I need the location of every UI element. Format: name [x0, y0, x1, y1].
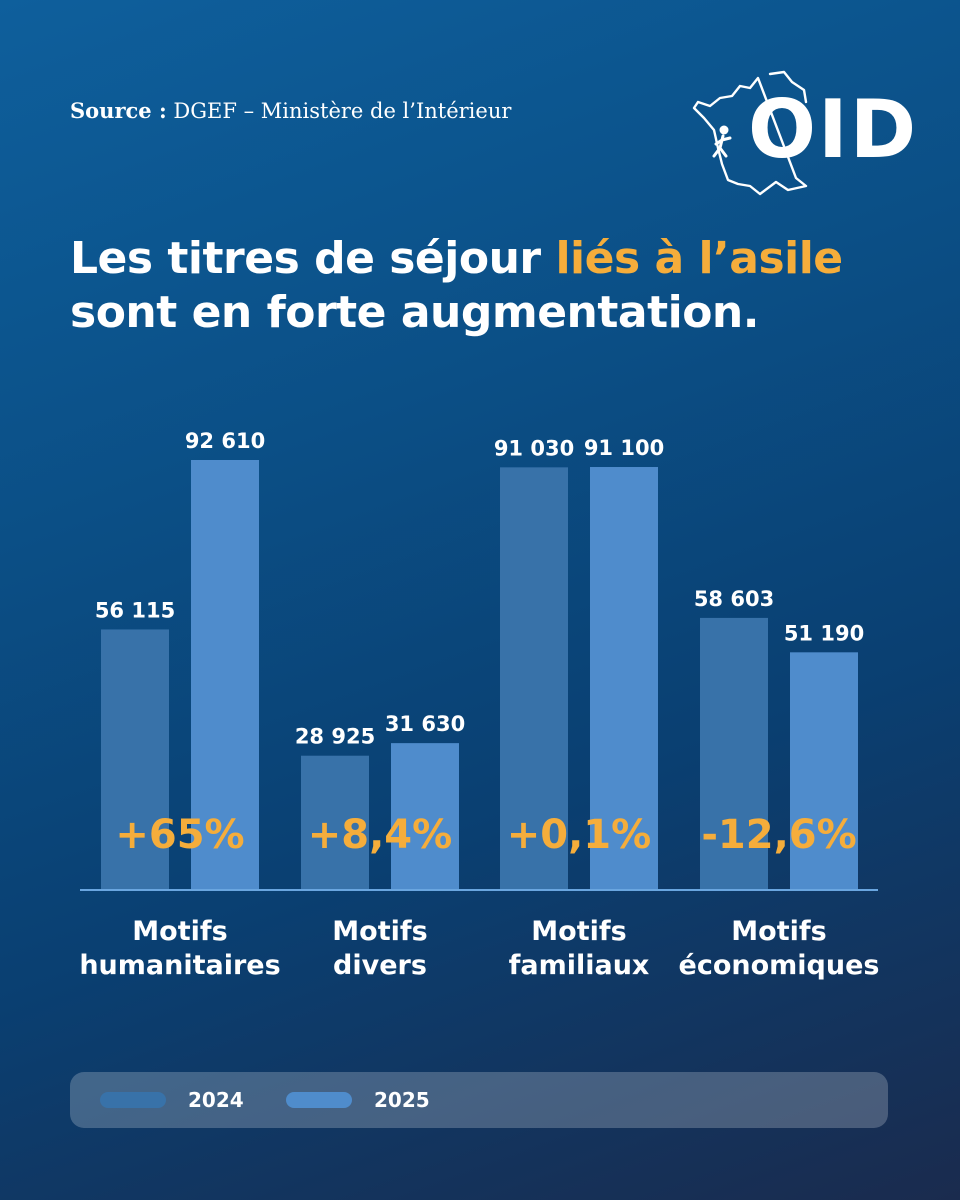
data-label-2024-4: 58 603 — [694, 587, 774, 611]
category-label-4-line-2: économiques — [679, 950, 880, 981]
legend-swatch-2024 — [100, 1092, 166, 1108]
bar-2025-4 — [790, 652, 858, 890]
change-label-1: +65% — [115, 812, 244, 858]
legend-swatch-2025 — [286, 1092, 352, 1108]
category-label-3-line-2: familiaux — [509, 950, 650, 981]
data-label-2024-2: 28 925 — [295, 725, 375, 749]
bar-2024-3 — [500, 467, 568, 890]
legend: 2024 2025 — [70, 1072, 888, 1128]
category-label-2-line-2: divers — [333, 950, 427, 981]
title-highlight: liés à l’asile — [555, 233, 843, 284]
category-label-3-line-1: Motifs — [531, 916, 626, 947]
category-label-1-line-2: humanitaires — [79, 950, 280, 981]
oid-logo-text: OID — [748, 83, 919, 176]
data-label-2024-3: 91 030 — [494, 436, 574, 460]
legend-item-2024: 2024 — [100, 1072, 244, 1128]
legend-label-2025: 2025 — [374, 1088, 430, 1112]
bar-2025-1 — [191, 460, 259, 890]
data-label-2024-1: 56 115 — [95, 598, 175, 622]
title-part-1: Les titres de séjour — [70, 233, 556, 284]
bar-2024-4 — [700, 617, 768, 890]
data-label-2025-1: 92 610 — [185, 429, 265, 453]
bar-2025-3 — [590, 467, 658, 890]
category-label-2-line-1: Motifs — [332, 916, 427, 947]
bar-2025-2 — [391, 743, 459, 890]
bar-2024-1 — [101, 629, 169, 890]
data-label-2025-3: 91 100 — [584, 436, 664, 460]
category-label-4-line-1: Motifs — [731, 916, 826, 947]
bar-2024-2 — [301, 755, 369, 890]
data-label-2025-2: 31 630 — [385, 712, 465, 736]
page-title: Les titres de séjour liés à l’asile sont… — [70, 232, 910, 340]
data-label-2025-4: 51 190 — [784, 621, 864, 645]
change-label-2: +8,4% — [308, 812, 452, 858]
source-text: DGEF – Ministère de l’Intérieur — [173, 99, 512, 123]
change-label-4: -12,6% — [701, 812, 856, 858]
change-label-3: +0,1% — [507, 812, 651, 858]
legend-item-2025: 2025 — [286, 1072, 430, 1128]
title-part-2: sont en forte augmentation. — [70, 287, 759, 338]
legend-label-2024: 2024 — [188, 1088, 244, 1112]
source-note: Source : DGEF – Ministère de l’Intérieur — [70, 98, 511, 123]
category-label-1-line-1: Motifs — [132, 916, 227, 947]
source-label: Source : — [70, 98, 167, 123]
france-map-logo-icon — [692, 70, 808, 196]
